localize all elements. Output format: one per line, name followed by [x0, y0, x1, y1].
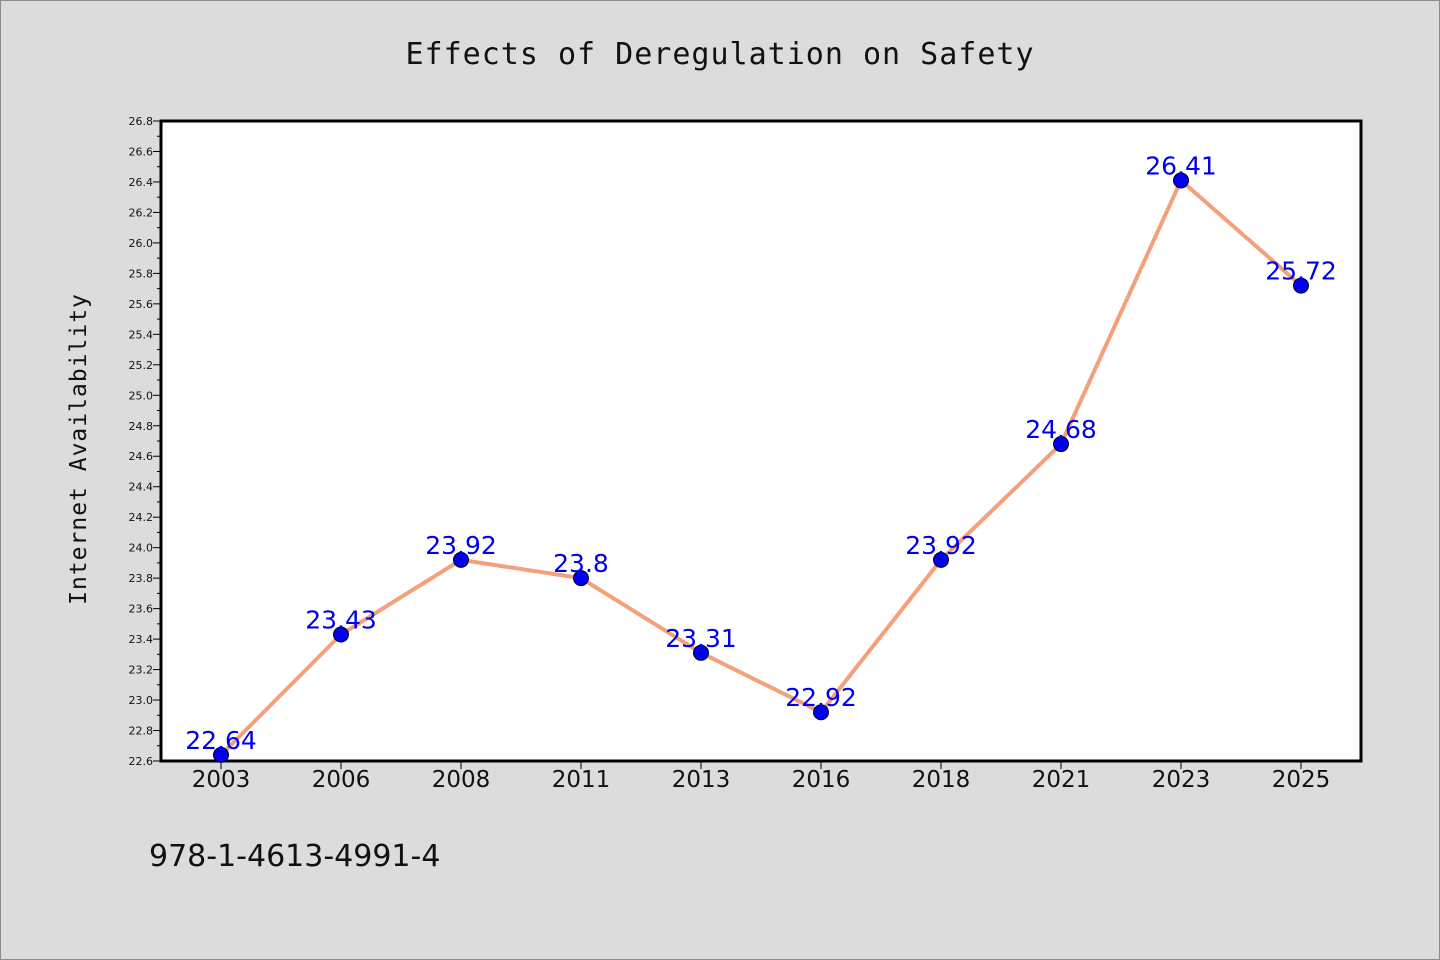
y-tick-label: 24.2 [129, 511, 154, 524]
data-label: 23.92 [905, 531, 977, 560]
x-tick-label: 2021 [1032, 767, 1091, 793]
y-tick-label: 24.4 [129, 481, 154, 494]
y-tick-label: 26.4 [129, 176, 154, 189]
data-label: 23.31 [665, 624, 737, 653]
y-tick-label: 23.6 [129, 603, 154, 616]
data-label: 24.68 [1025, 415, 1097, 444]
data-label: 23.8 [553, 549, 609, 578]
data-label: 23.92 [425, 531, 497, 560]
data-point [813, 704, 829, 721]
y-tick-label: 26.2 [129, 206, 154, 219]
y-axis: 22.6 22.8 23.0 23.2 23.4 23.6 23.8 24.0 24.2 24.4… [129, 115, 161, 768]
isbn-annotation: 978-1-4613-4991-4 [149, 839, 440, 874]
y-tick-label: 23.8 [129, 572, 154, 585]
x-axis: 2003 2006 2008 2011 2013 2016 2018 2021 2023 2025 [192, 761, 1331, 793]
x-tick-label: 2008 [432, 767, 491, 793]
data-label: 22.64 [185, 726, 257, 755]
plot-area [159, 119, 1363, 763]
y-tick-label: 25.4 [129, 328, 154, 341]
data-point [1173, 172, 1189, 189]
data-label: 23.43 [305, 606, 377, 635]
data-label: 25.72 [1265, 257, 1337, 286]
x-tick-label: 2006 [312, 767, 371, 793]
data-point [573, 570, 589, 587]
data-labels: 22.64 23.43 23.92 23.8 23.31 22.92 23.92 24.68 2… [185, 151, 1337, 754]
y-tick-label: 25.8 [129, 267, 154, 280]
data-point [333, 626, 349, 643]
y-tick-label: 26.0 [129, 237, 154, 250]
x-tick-label: 2025 [1272, 767, 1331, 793]
series-line [219, 178, 1303, 757]
data-point [1053, 436, 1069, 453]
data-point [1293, 277, 1309, 294]
y-tick-label: 26.6 [129, 145, 154, 158]
data-label: 22.92 [785, 683, 857, 712]
y-tick-label: 24.8 [129, 420, 154, 433]
x-tick-label: 2023 [1152, 767, 1211, 793]
data-point [213, 746, 229, 763]
y-tick-label: 25.0 [129, 389, 154, 402]
y-tick-label: 23.0 [129, 694, 154, 707]
y-tick-label: 24.0 [129, 542, 154, 555]
chart-title: Effects of Deregulation on Safety [405, 37, 1034, 72]
y-tick-label: 22.8 [129, 725, 154, 738]
y-tick-label: 24.6 [129, 450, 154, 463]
y-tick-label: 25.6 [129, 298, 154, 311]
series-layer [213, 172, 1309, 763]
data-point [933, 551, 949, 568]
y-tick-label: 26.8 [129, 115, 154, 128]
x-tick-label: 2018 [912, 767, 971, 793]
y-tick-label: 25.2 [129, 359, 154, 372]
y-tick-label: 23.2 [129, 664, 154, 677]
y-tick-label: 23.4 [129, 633, 154, 646]
data-point [693, 644, 709, 661]
data-label: 26.41 [1145, 151, 1217, 180]
data-point [453, 551, 469, 568]
x-tick-label: 2013 [672, 767, 731, 793]
y-axis-label: Internet Availability [66, 293, 92, 605]
x-tick-label: 2016 [792, 767, 851, 793]
y-tick-label: 22.6 [129, 755, 154, 768]
x-tick-label: 2011 [552, 767, 611, 793]
x-tick-label: 2003 [192, 767, 251, 793]
